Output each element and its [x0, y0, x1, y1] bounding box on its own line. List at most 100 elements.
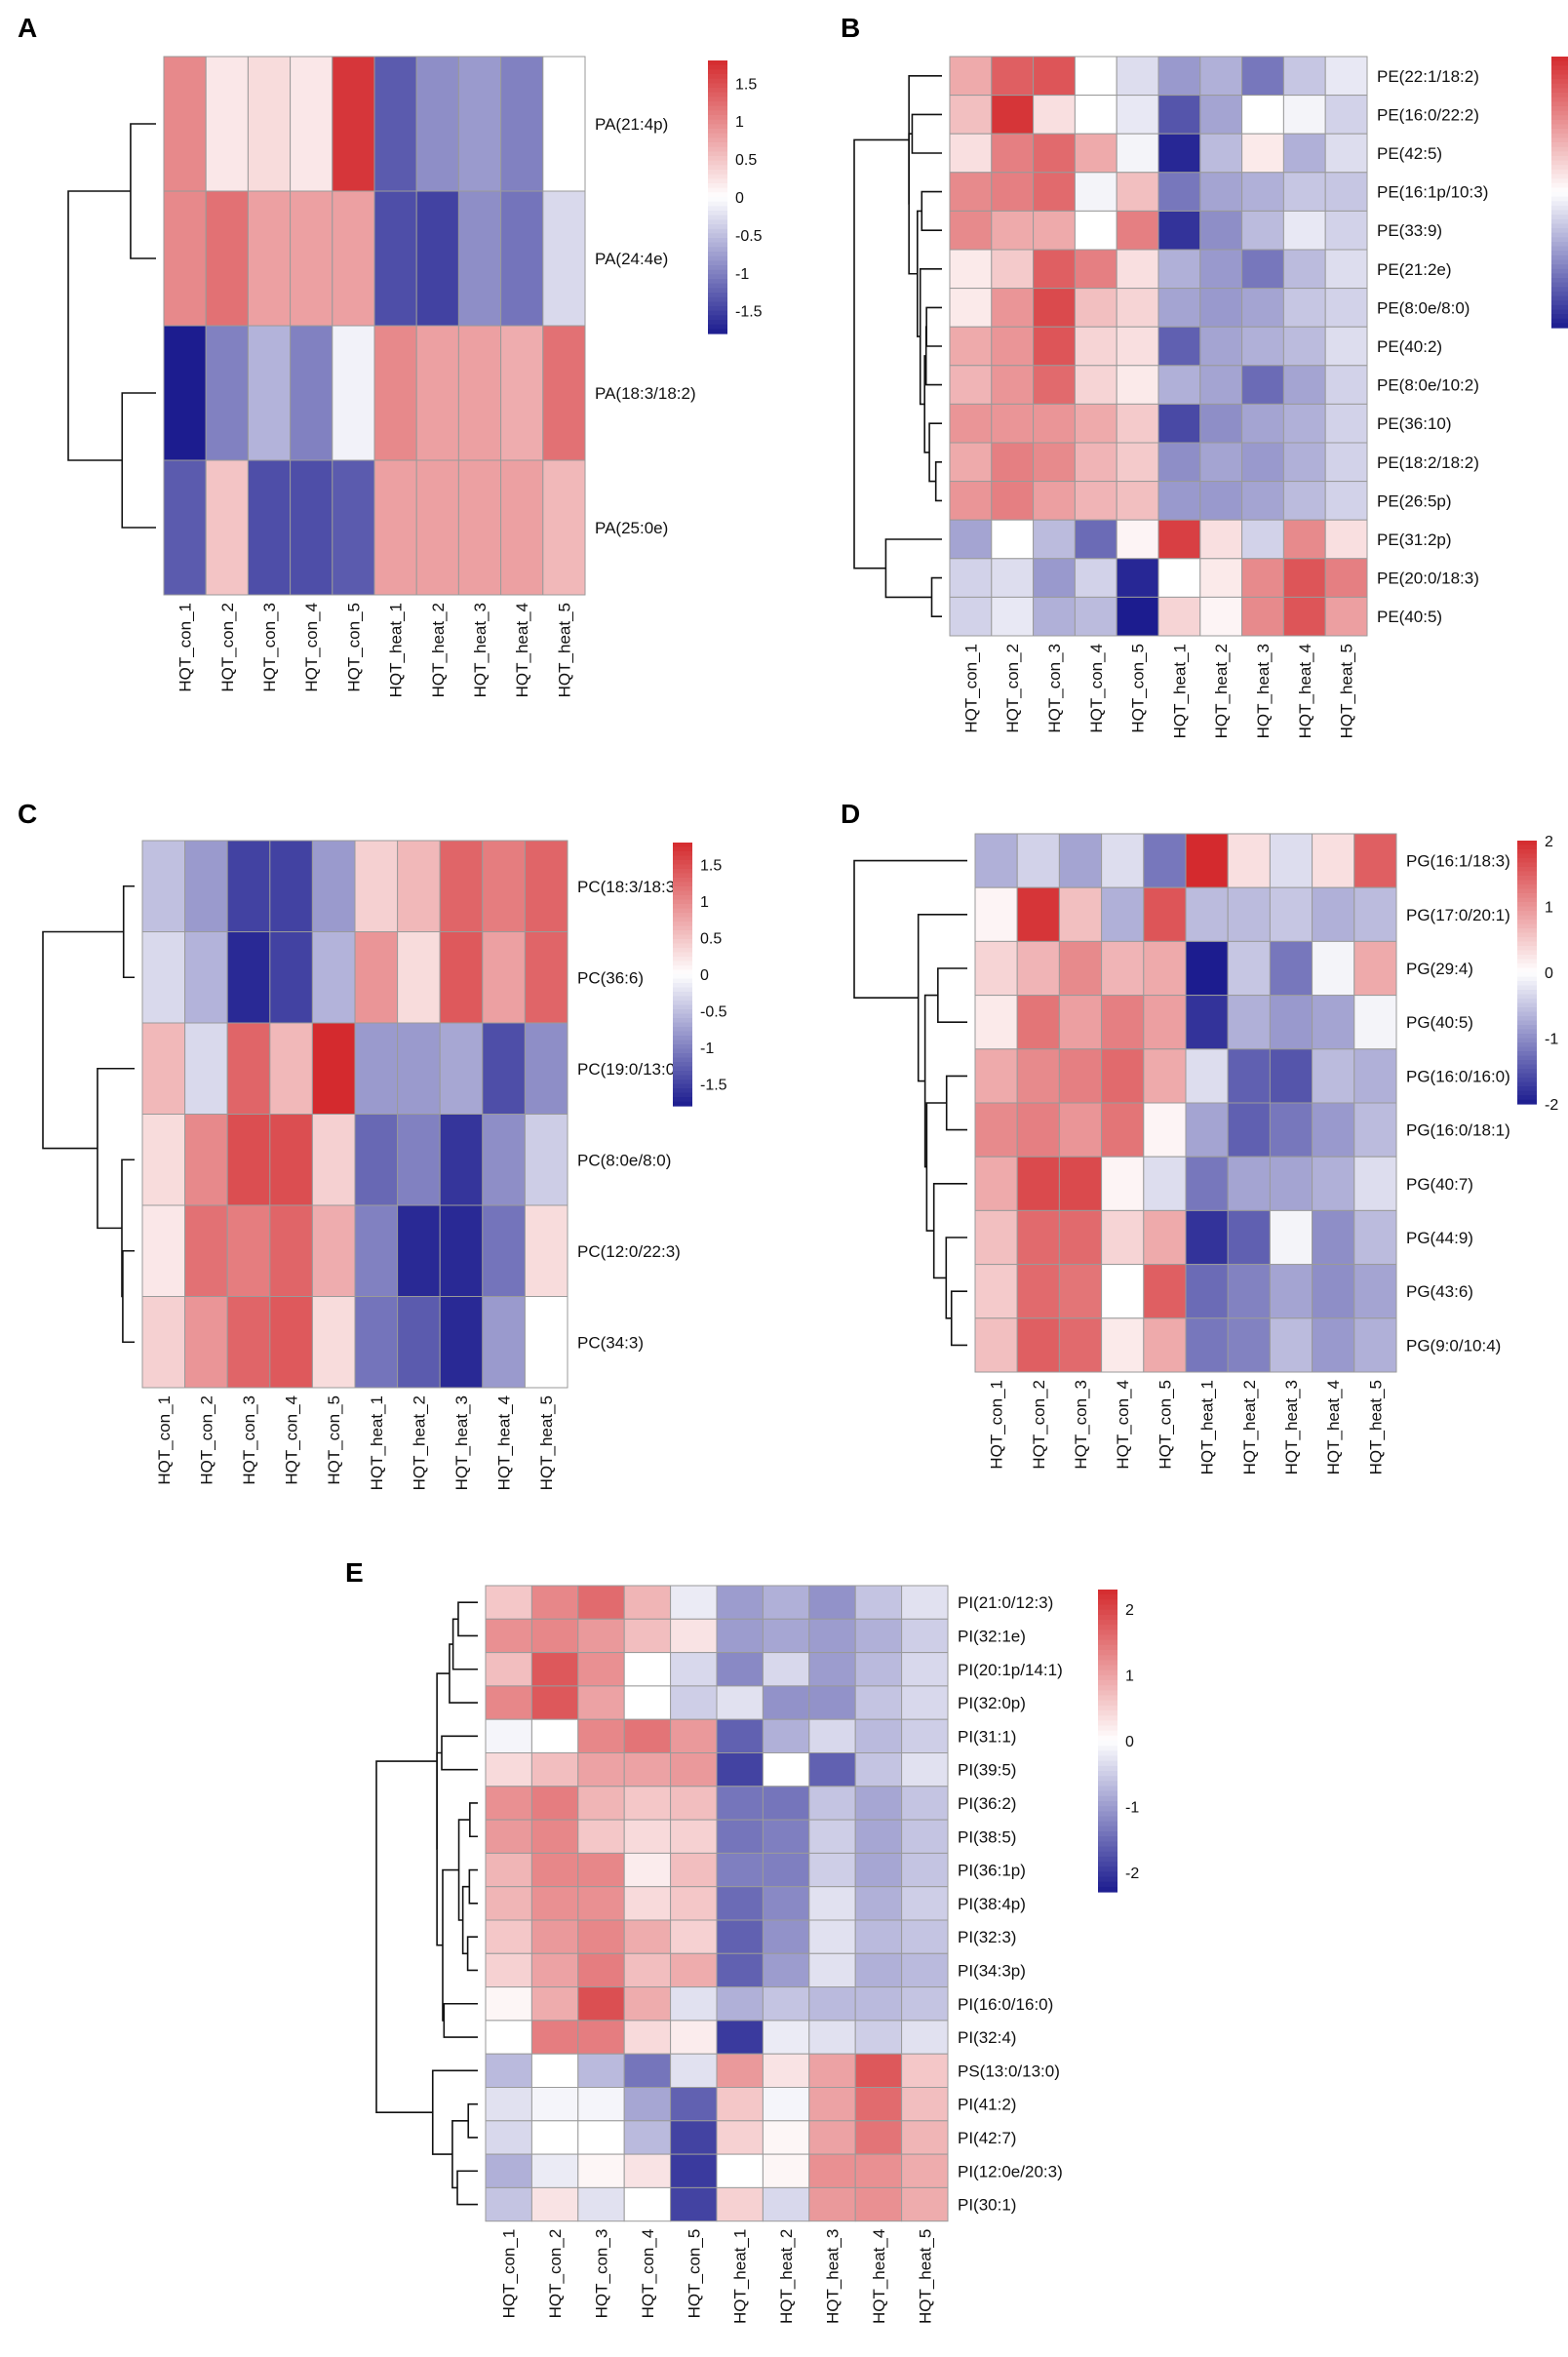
- panel-e-cell-r12-c5: [716, 1986, 764, 2022]
- panel-b-colorbar-segment-38: [1551, 228, 1568, 234]
- panel-e-row-label-7: PI(38:5): [958, 1827, 1016, 1846]
- panel-e-cell-r8-c3: [623, 1852, 672, 1888]
- panel-e-cell-r11-c7: [808, 1952, 856, 1988]
- panel-b-colorbar-segment-43: [1551, 251, 1568, 256]
- panel-c-colorbar-segment-54: [673, 1080, 692, 1085]
- panel-a-colorbar-segment-17: [708, 137, 727, 143]
- panel-d-colorbar-segment-38: [1517, 1007, 1537, 1013]
- panel-b-cell-r11-c7: [1241, 481, 1284, 521]
- panel-e-cell-r7-c3: [623, 1819, 672, 1854]
- panel-e-cell-r17-c1: [530, 2153, 579, 2188]
- panel-e-colorbar-segment-28: [1098, 1730, 1117, 1737]
- panel-e-cell-r2-c5: [716, 1652, 764, 1687]
- panel-c-row-label-0: PC(18:3/18:3): [577, 878, 681, 896]
- panel-c-colorbar-segment-20: [673, 930, 692, 936]
- panel-c-cell-r4-c1: [184, 1204, 228, 1297]
- panel-b-row-label-4: PE(33:9): [1377, 221, 1442, 240]
- panel-d-cell-r3-c0: [974, 995, 1018, 1050]
- panel-a-cell-r1-c6: [415, 190, 459, 327]
- panel-a-col-label-3: HQT_con_4: [302, 603, 321, 692]
- panel-e-colorbar-segment-54: [1098, 1862, 1117, 1867]
- panel-e-cell-r13-c4: [670, 2020, 718, 2055]
- panel-c-cell-r0-c0: [141, 840, 186, 932]
- panel-d-cell-r1-c9: [1353, 886, 1397, 942]
- panel-b-cell-r11-c4: [1116, 481, 1159, 521]
- panel-b-cell-r5-c9: [1324, 249, 1368, 290]
- panel-c-colorbar-segment-59: [673, 1101, 692, 1107]
- panel-d-cell-r8-c0: [974, 1264, 1018, 1319]
- panel-b-cell-r11-c0: [949, 481, 993, 521]
- panel-b-cell-r13-c2: [1033, 558, 1076, 598]
- panel-e-dendrogram-branch-4: [469, 1802, 478, 1838]
- panel-a-colorbar-segment-11: [708, 110, 727, 116]
- panel-c-colorbar-tick-1: 1: [700, 894, 709, 911]
- panel-c-colorbar-segment-21: [673, 934, 692, 940]
- panel-a-cell-r3-c7: [457, 459, 502, 596]
- panel-e-cell-r1-c6: [762, 1618, 810, 1654]
- panel-e-colorbar-segment-22: [1098, 1700, 1117, 1707]
- panel-b-cell-r3-c0: [949, 172, 993, 212]
- panel-c-cell-r1-c7: [439, 931, 484, 1024]
- panel-d-dendrogram-branch-3: [945, 1237, 967, 1319]
- panel-e-row-label-12: PI(16:0/16:0): [958, 1995, 1053, 2014]
- panel-b-cell-r0-c8: [1282, 56, 1326, 97]
- panel-a-colorbar-segment-34: [708, 215, 727, 220]
- panel-e-cell-r16-c0: [485, 2120, 532, 2155]
- panel-e-colorbar-segment-24: [1098, 1710, 1117, 1716]
- panel-c-cell-r1-c5: [354, 931, 399, 1024]
- panel-d-col-label-3: HQT_con_4: [1114, 1380, 1132, 1470]
- panel-e-cell-r11-c4: [670, 1952, 718, 1988]
- panel-b-colorbar-segment-7: [1551, 88, 1568, 94]
- panel-b-dendrogram-branch-1: [921, 190, 942, 231]
- panel-c-cell-r3-c2: [226, 1114, 271, 1206]
- panel-e-cell-r14-c9: [901, 2053, 949, 2088]
- panel-e-cell-r10-c8: [854, 1919, 903, 1954]
- panel-e-colorbar-segment-6: [1098, 1620, 1117, 1626]
- panel-c-colorbar-segment-40: [673, 1018, 692, 1024]
- panel-d-cell-r3-c7: [1269, 995, 1313, 1050]
- panel-a-colorbar-segment-6: [708, 88, 727, 94]
- panel-d-colorbar-tick-1: 1: [1545, 900, 1553, 917]
- panel-e-cell-r17-c5: [716, 2153, 764, 2188]
- panel-b-cell-r0-c3: [1074, 56, 1117, 97]
- panel-e-cell-r10-c2: [577, 1919, 625, 1954]
- panel-e-cell-r6-c6: [762, 1786, 810, 1821]
- panel-c-colorbar-segment-24: [673, 948, 692, 954]
- panel-c-colorbar-tick-0: 1.5: [700, 858, 722, 875]
- panel-e-cell-r9-c8: [854, 1886, 903, 1921]
- panel-e-cell-r4-c8: [854, 1718, 903, 1753]
- panel-b-colorbar-segment-0: [1551, 57, 1568, 62]
- panel-d-cell-r7-c4: [1143, 1209, 1187, 1266]
- panel-d-cell-r8-c2: [1058, 1264, 1103, 1319]
- panel-c-cell-r4-c7: [439, 1204, 484, 1297]
- panel-b-cell-r7-c2: [1033, 326, 1076, 367]
- panel-a-colorbar-segment-58: [708, 324, 727, 330]
- panel-b-cell-r10-c9: [1324, 442, 1368, 483]
- panel-d-col-label-9: HQT_heat_5: [1366, 1380, 1385, 1474]
- panel-e-col-label-1: HQT_con_2: [546, 2229, 565, 2319]
- panel-c-cell-r1-c3: [269, 931, 313, 1024]
- panel-a-colorbar-segment-19: [708, 146, 727, 152]
- panel-c-cell-r5-c0: [141, 1296, 186, 1389]
- panel-a-cell-r2-c7: [457, 325, 502, 461]
- panel-e-cell-r14-c3: [623, 2053, 672, 2088]
- panel-d-cell-r0-c1: [1016, 833, 1060, 888]
- panel-a-colorbar-segment-51: [708, 293, 727, 298]
- panel-d-dendrogram-branch-8: [853, 859, 967, 999]
- panel-e-col-label-7: HQT_heat_3: [824, 2229, 843, 2324]
- panel-d-cell-r3-c9: [1353, 995, 1397, 1050]
- panel-c-dendrogram-branch-1: [122, 1249, 135, 1344]
- panel-e-colorbar-segment-38: [1098, 1781, 1117, 1787]
- panel-e-cell-r2-c2: [577, 1652, 625, 1687]
- panel-c-cell-r5-c6: [397, 1296, 441, 1389]
- panel-b-cell-r6-c3: [1074, 288, 1117, 328]
- panel-e-cell-r16-c8: [854, 2120, 903, 2155]
- panel-b-cell-r5-c5: [1157, 249, 1201, 290]
- panel-b-cell-r14-c0: [949, 596, 993, 637]
- panel-b-col-label-2: HQT_con_3: [1045, 644, 1064, 733]
- panel-a-cell-r1-c2: [247, 190, 292, 327]
- panel-c-colorbar-segment-27: [673, 961, 692, 966]
- panel-c-cell-r3-c6: [397, 1114, 441, 1206]
- panel-d-cell-r7-c7: [1269, 1209, 1313, 1266]
- panel-e-colorbar-segment-18: [1098, 1680, 1117, 1686]
